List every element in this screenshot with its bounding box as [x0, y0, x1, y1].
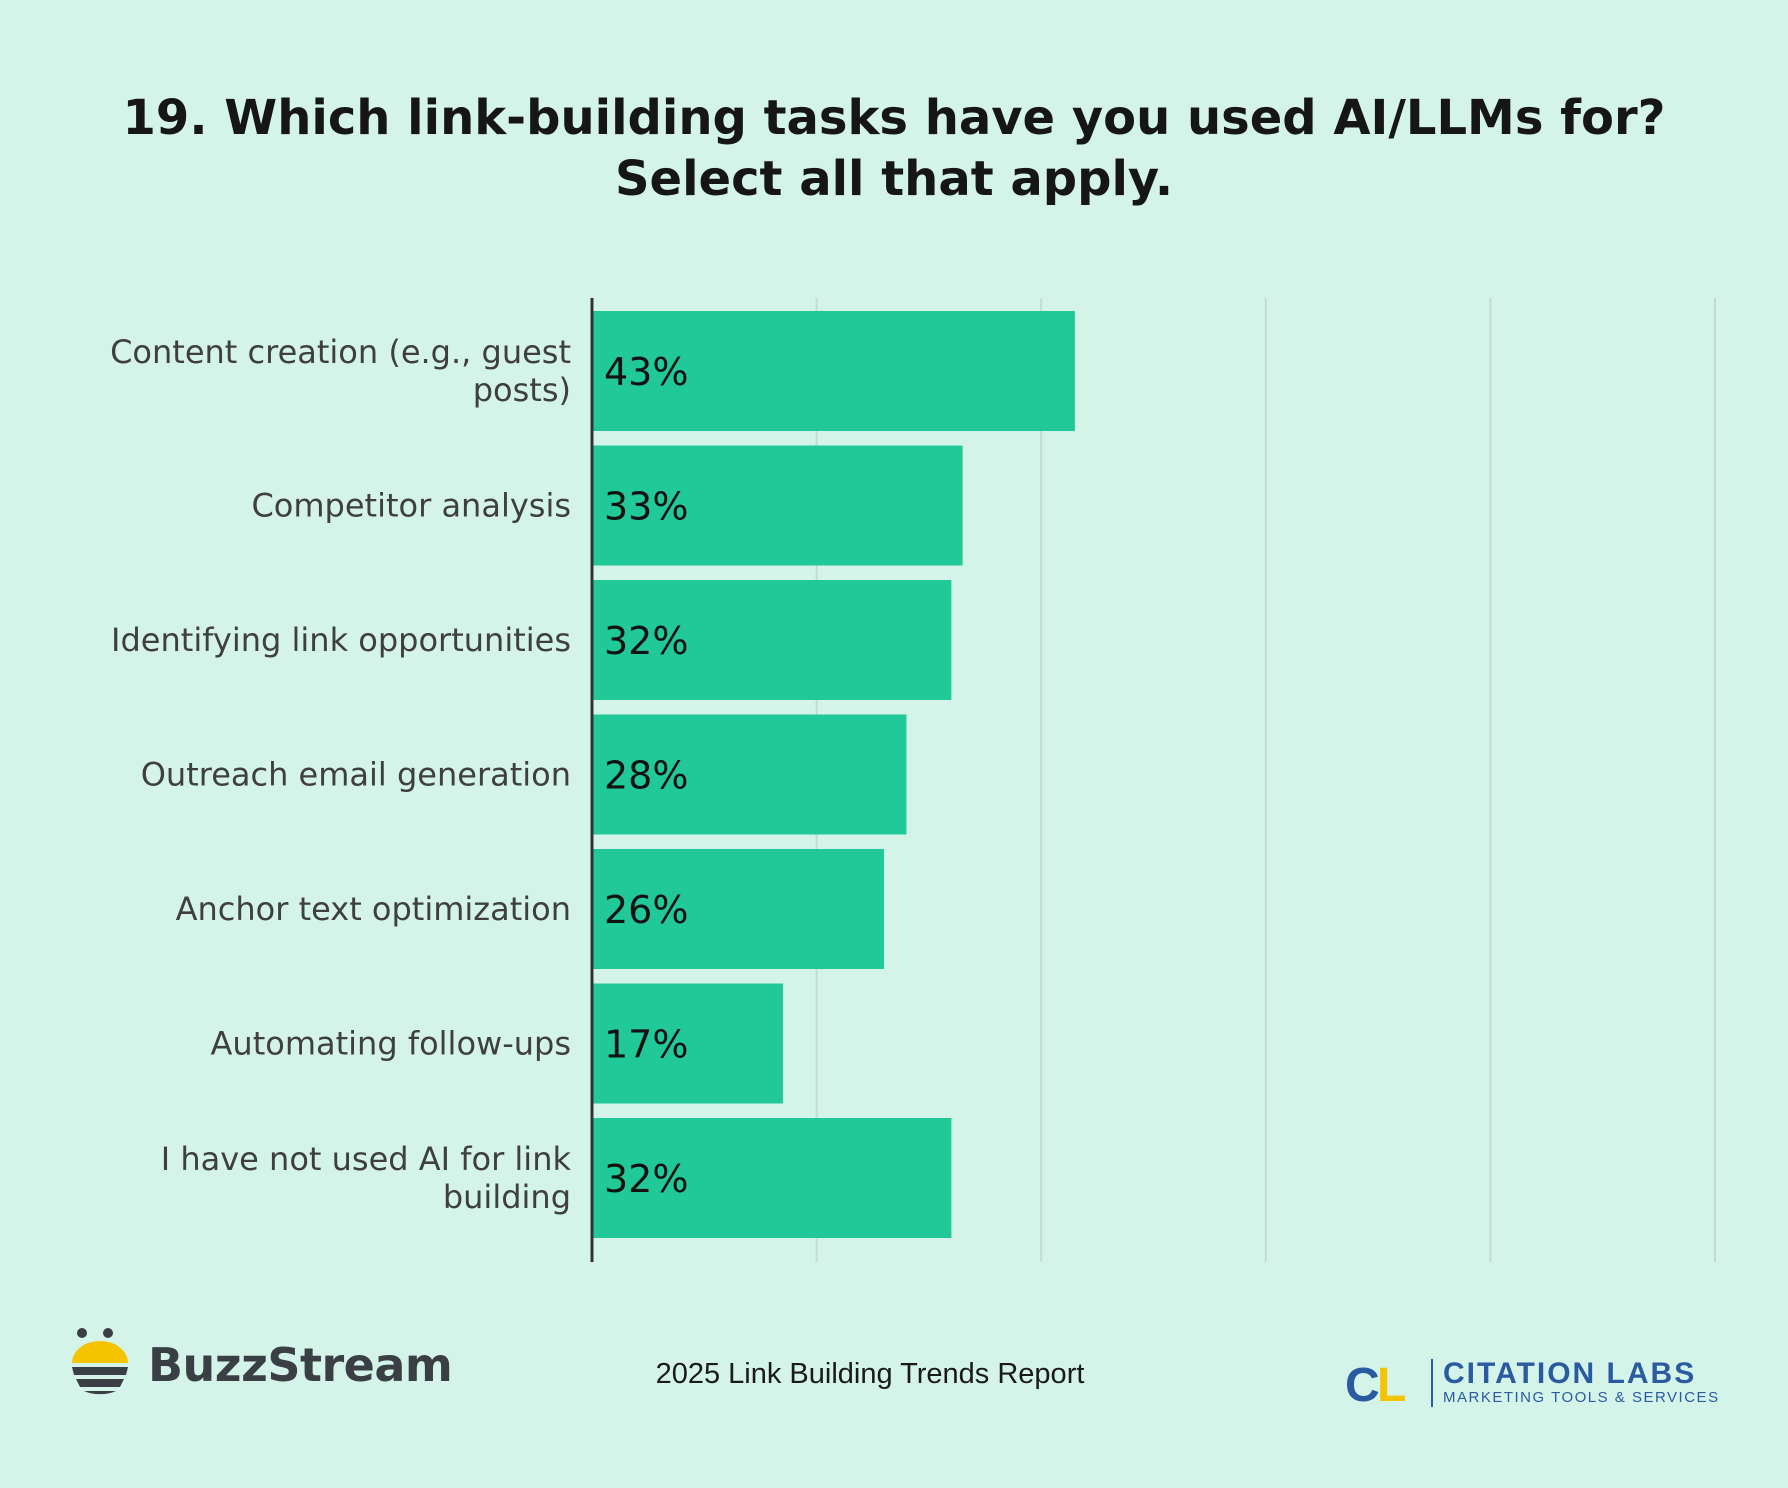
citation-labs-text: CITATION LABS MARKETING TOOLS & SERVICES	[1431, 1359, 1720, 1407]
buzzstream-logo: BuzzStream	[70, 1325, 453, 1405]
value-label-5: 17%	[604, 1023, 688, 1067]
value-label-3: 28%	[604, 754, 688, 798]
buzzstream-wordmark: BuzzStream	[148, 1338, 453, 1392]
bee-icon	[72, 1328, 128, 1395]
svg-text:C: C	[1345, 1359, 1380, 1407]
report-name: 2025 Link Building Trends Report	[655, 1358, 1085, 1390]
bar-0	[593, 311, 1075, 431]
category-labels: Content creation (e.g., guest posts) Compe…	[110, 333, 571, 1216]
category-label-2: Identifying link opportunities	[111, 621, 571, 659]
bar-6	[593, 1118, 952, 1238]
category-label-6: I have not used AI for link building	[161, 1140, 572, 1216]
value-label-6: 32%	[604, 1157, 688, 1201]
value-label-4: 26%	[604, 888, 688, 932]
citation-labs-mark-icon: C L	[1345, 1359, 1406, 1407]
citation-labs-logo: C L CITATION LABS MARKETING TOOLS & SERV…	[1345, 1355, 1720, 1411]
category-label-3: Outreach email generation	[141, 756, 571, 794]
citation-labs-name: CITATION LABS	[1443, 1357, 1697, 1390]
bar-2	[593, 580, 952, 700]
bar-1	[593, 445, 963, 566]
value-label-1: 33%	[604, 485, 688, 529]
value-label-2: 32%	[604, 619, 688, 663]
value-label-0: 43%	[604, 350, 688, 394]
bars	[593, 311, 1075, 1238]
bar-4	[593, 849, 884, 969]
category-label-1: Competitor analysis	[251, 487, 571, 525]
chart-title: 19. Which link-building tasks have you u…	[122, 90, 1666, 207]
bar-chart: 43% 33% 32% 28% 26% 17% 32% Content creation (…	[110, 298, 1716, 1262]
value-labels: 43% 33% 32% 28% 26% 17% 32%	[604, 350, 688, 1201]
gridlines	[815, 298, 1716, 1262]
category-label-5: Automating follow-ups	[211, 1025, 571, 1063]
category-label-4: Anchor text optimization	[176, 890, 571, 928]
bar-3	[593, 714, 907, 835]
bar-5	[593, 983, 783, 1104]
svg-text:L: L	[1377, 1359, 1406, 1407]
citation-labs-tagline: MARKETING TOOLS & SERVICES	[1443, 1389, 1720, 1406]
category-label-0: Content creation (e.g., guest posts)	[110, 333, 571, 409]
